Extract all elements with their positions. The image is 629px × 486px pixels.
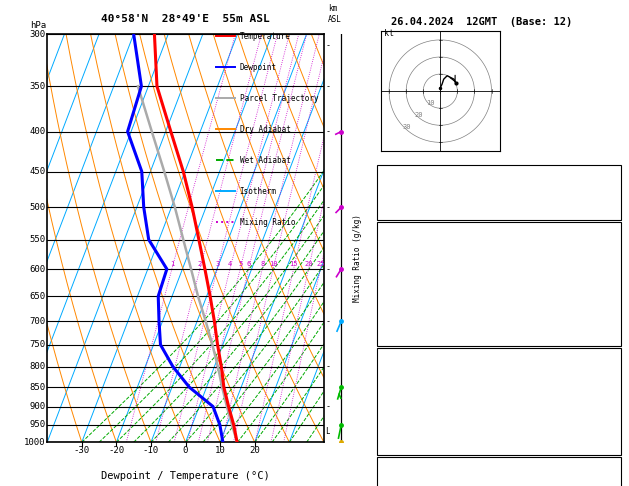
- Text: 600: 600: [30, 264, 46, 274]
- Text: PW (cm): PW (cm): [381, 204, 422, 214]
- Text: © weatheronline.co.uk: © weatheronline.co.uk: [448, 471, 552, 480]
- Text: 0: 0: [612, 313, 618, 323]
- Text: CAPE (J): CAPE (J): [381, 422, 428, 432]
- Text: CIN (J): CIN (J): [381, 330, 422, 340]
- Text: -7: -7: [325, 82, 335, 91]
- Text: Dry Adiabat: Dry Adiabat: [240, 124, 291, 134]
- Text: Pressure (mb): Pressure (mb): [381, 369, 457, 379]
- Text: 400: 400: [30, 127, 46, 136]
- Text: Dewpoint / Temperature (°C): Dewpoint / Temperature (°C): [101, 471, 270, 481]
- Text: km
ASL: km ASL: [328, 4, 342, 24]
- Text: Wet Adiabat: Wet Adiabat: [240, 156, 291, 165]
- Text: K: K: [381, 169, 387, 179]
- Text: 15: 15: [289, 261, 298, 267]
- Text: LCL: LCL: [325, 427, 340, 436]
- Text: 6: 6: [247, 261, 251, 267]
- Text: 300: 300: [30, 30, 46, 38]
- Text: 900: 900: [30, 402, 46, 411]
- Text: 310: 310: [600, 278, 618, 288]
- Text: Lifted Index: Lifted Index: [381, 295, 452, 305]
- Text: 48: 48: [606, 187, 618, 196]
- Text: 2: 2: [198, 261, 202, 267]
- Text: -5: -5: [325, 203, 335, 212]
- Text: 20: 20: [415, 112, 423, 118]
- Text: CAPE (J): CAPE (J): [381, 313, 428, 323]
- Text: 0: 0: [183, 446, 188, 455]
- Text: 1000: 1000: [25, 438, 46, 447]
- Text: 9: 9: [612, 169, 618, 179]
- Text: 3: 3: [215, 261, 220, 267]
- Text: 1: 1: [612, 404, 618, 414]
- Text: 8: 8: [260, 261, 264, 267]
- Text: 5: 5: [238, 261, 242, 267]
- Text: -87: -87: [600, 478, 618, 486]
- Text: 0: 0: [612, 330, 618, 340]
- Text: Most Unstable: Most Unstable: [461, 352, 538, 362]
- Text: Isotherm: Isotherm: [240, 187, 277, 196]
- Text: hPa: hPa: [30, 21, 46, 30]
- Text: -8: -8: [325, 41, 335, 50]
- Text: 10: 10: [269, 261, 277, 267]
- Text: 25: 25: [316, 261, 325, 267]
- Text: 1: 1: [612, 295, 618, 305]
- Text: Parcel Trajectory: Parcel Trajectory: [240, 94, 318, 103]
- Text: -3: -3: [325, 317, 335, 326]
- Text: 20: 20: [304, 261, 313, 267]
- Text: 40°58'N  28°49'E  55m ASL: 40°58'N 28°49'E 55m ASL: [101, 14, 270, 24]
- Text: 0: 0: [612, 439, 618, 449]
- Text: -4: -4: [325, 264, 335, 274]
- Text: Surface: Surface: [479, 226, 520, 235]
- Text: 700: 700: [30, 317, 46, 326]
- Text: 20: 20: [249, 446, 260, 455]
- Text: 310: 310: [600, 387, 618, 397]
- Text: 26.04.2024  12GMT  (Base: 12): 26.04.2024 12GMT (Base: 12): [391, 17, 572, 27]
- Text: Temp (°C): Temp (°C): [381, 243, 434, 253]
- Text: 500: 500: [30, 203, 46, 212]
- Text: -30: -30: [74, 446, 90, 455]
- Text: θₑ (K): θₑ (K): [381, 387, 416, 397]
- Text: 0: 0: [612, 422, 618, 432]
- Text: 450: 450: [30, 167, 46, 176]
- Text: 4: 4: [228, 261, 232, 267]
- Text: 800: 800: [30, 362, 46, 371]
- Text: -20: -20: [108, 446, 125, 455]
- Text: -10: -10: [143, 446, 159, 455]
- Text: 1: 1: [170, 261, 174, 267]
- Text: 750: 750: [30, 340, 46, 349]
- Text: 10.8: 10.8: [594, 260, 618, 270]
- Text: Temperature: Temperature: [240, 32, 291, 40]
- Text: 30: 30: [403, 124, 411, 130]
- Text: -1: -1: [325, 402, 335, 411]
- Text: 650: 650: [30, 292, 46, 301]
- Text: 1.51: 1.51: [594, 204, 618, 214]
- Text: 10: 10: [426, 100, 435, 106]
- Text: 14.9: 14.9: [594, 243, 618, 253]
- Text: -6: -6: [325, 127, 335, 136]
- Text: CIN (J): CIN (J): [381, 439, 422, 449]
- Text: Dewp (°C): Dewp (°C): [381, 260, 434, 270]
- Text: 10: 10: [214, 446, 226, 455]
- Text: Mixing Ratio: Mixing Ratio: [240, 218, 295, 226]
- Text: EH: EH: [381, 478, 393, 486]
- Text: Hodograph: Hodograph: [473, 461, 526, 470]
- Text: 850: 850: [30, 382, 46, 392]
- Text: 1006: 1006: [594, 369, 618, 379]
- Text: Mixing Ratio (g/kg): Mixing Ratio (g/kg): [353, 215, 362, 302]
- Text: -2: -2: [325, 362, 335, 371]
- Text: Lifted Index: Lifted Index: [381, 404, 452, 414]
- Text: 350: 350: [30, 82, 46, 91]
- Text: Totals Totals: Totals Totals: [381, 187, 457, 196]
- Text: Dewpoint: Dewpoint: [240, 63, 277, 71]
- Text: θₑ(K): θₑ(K): [381, 278, 411, 288]
- Text: 550: 550: [30, 235, 46, 244]
- Text: 950: 950: [30, 420, 46, 429]
- Text: kt: kt: [384, 30, 394, 38]
